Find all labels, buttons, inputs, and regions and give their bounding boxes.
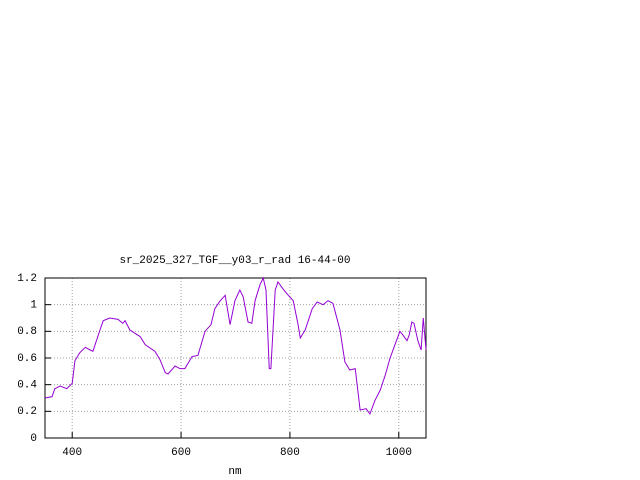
y-tick-label: 0 (30, 433, 37, 445)
y-tick-label: 1.2 (17, 273, 37, 285)
y-tick-label: 0.8 (17, 326, 37, 338)
x-axis-label: nm (228, 466, 242, 478)
y-tick-label: 0.6 (17, 353, 37, 365)
x-tick-label: 400 (62, 447, 82, 459)
x-tick-label: 600 (171, 447, 191, 459)
data-line (44, 276, 427, 416)
y-tick-label: 0.2 (17, 406, 37, 418)
chart-title: sr_2025_327_TGF__y03_r_rad 16-44-00 (119, 255, 350, 267)
x-tick-label: 1000 (386, 447, 412, 459)
y-tick-label: 1 (30, 300, 37, 312)
plot-border (44, 277, 427, 439)
y-tick-label: 0.4 (17, 380, 37, 392)
x-tick-label: 800 (280, 447, 300, 459)
